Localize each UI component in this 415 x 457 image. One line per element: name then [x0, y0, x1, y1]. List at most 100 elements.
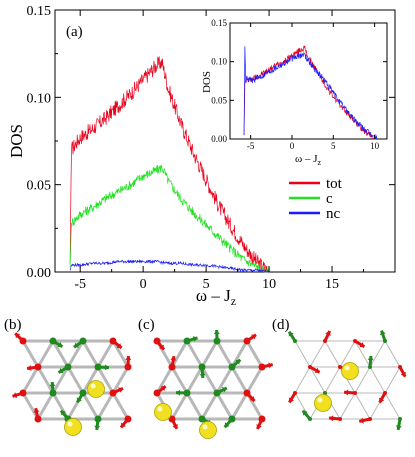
- x-axis-label: ω – Jz: [196, 286, 236, 308]
- spin-arrow-head: [57, 342, 63, 348]
- lattice-bond: [111, 340, 130, 368]
- inset-plot-frame: [229, 22, 388, 140]
- spin-arrow-head: [160, 386, 166, 392]
- legend-label-c: c: [326, 191, 333, 207]
- yellow-sphere: [154, 403, 172, 421]
- lattice-bond: [66, 366, 85, 394]
- lattice-bond: [354, 392, 371, 420]
- panel-label-a: (a): [66, 24, 83, 40]
- lattice-bond: [369, 366, 386, 394]
- lattice-bond: [230, 392, 249, 420]
- lattice-site: [168, 415, 176, 423]
- lattice-bond: [324, 340, 341, 368]
- lattice-bond: [309, 366, 326, 394]
- yellow-sphere: [314, 394, 332, 412]
- spin-arrow-head: [249, 396, 255, 402]
- lattice-site: [323, 339, 327, 343]
- inset-series-line-1: [243, 46, 378, 140]
- spin-arrow-head: [76, 397, 82, 403]
- spin-arrow-head: [176, 389, 181, 396]
- lattice-bond: [185, 392, 204, 420]
- lattice-bond: [96, 340, 115, 368]
- lattice-site: [353, 339, 357, 343]
- lattice-site: [368, 417, 372, 421]
- x-tick-label: 0: [140, 277, 147, 292]
- lattice-bond: [384, 340, 401, 368]
- lattice-site: [153, 337, 161, 345]
- lattice-bond: [81, 392, 100, 420]
- spin-arrow-head: [125, 356, 132, 361]
- lattice-bond: [230, 366, 249, 394]
- inset-x-tick-label: 10: [370, 141, 380, 151]
- series-line-c: [69, 164, 270, 273]
- lattice-site: [383, 339, 387, 343]
- spin-arrow-head: [302, 410, 308, 416]
- panel-label-b: (b): [4, 317, 22, 333]
- yellow-sphere: [341, 362, 359, 380]
- spin-arrow-head: [395, 425, 402, 430]
- inset-ticks-group: -5 0 5 10 0.00 0.05 0.10 0.15: [211, 18, 387, 151]
- lattice-bond: [354, 340, 371, 368]
- spin-arrow-head: [221, 387, 227, 393]
- legend-label-nc: nc: [326, 206, 341, 222]
- lattice-bond: [21, 366, 40, 394]
- spin-arrow-head: [116, 343, 122, 348]
- series-line-tot: [69, 56, 270, 274]
- inset-y-tick-label: 0.05: [211, 95, 227, 105]
- spin-arrow-head: [256, 424, 262, 430]
- y-tick-label: 0.15: [27, 4, 52, 19]
- spin-arrow-head: [400, 371, 406, 377]
- inset-x-tick-label: -5: [247, 141, 255, 151]
- lattice-site: [398, 365, 402, 369]
- lattice-site: [49, 337, 57, 345]
- lattice-bond: [170, 340, 189, 368]
- lattice-site: [79, 337, 87, 345]
- lattice-bond: [294, 340, 311, 368]
- spin-arrow-head: [213, 330, 220, 335]
- lattice-bond: [245, 340, 264, 368]
- structure-panel-c: (c): [138, 317, 274, 439]
- x-axis-label-sub: z: [231, 294, 236, 308]
- lattice-site: [228, 363, 236, 371]
- inset-x-tick-label: 5: [331, 141, 336, 151]
- inset-x-axis-label-main: ω – J: [295, 153, 318, 165]
- lattice-site: [198, 415, 206, 423]
- inset-x-axis-label-sub: z: [317, 158, 321, 167]
- lattice-bond: [185, 366, 204, 394]
- lattice-bond: [215, 366, 234, 394]
- spin-arrow-head: [359, 342, 365, 348]
- lattice-site: [109, 337, 117, 345]
- spin-arrow-head: [94, 425, 101, 430]
- x-axis-label-main: ω – J: [196, 286, 231, 305]
- panel-label-c: (c): [138, 317, 155, 333]
- lattice-site: [308, 365, 312, 369]
- lattice-site: [258, 363, 266, 371]
- yellow-sphere-highlight: [157, 406, 163, 412]
- inset-y-axis-label: DOS: [201, 71, 213, 93]
- lattice-site: [213, 389, 221, 397]
- lattice-bond: [96, 392, 115, 420]
- yellow-sphere-highlight: [344, 365, 350, 371]
- lattice-site: [243, 337, 251, 345]
- yellow-sphere: [87, 380, 105, 398]
- lattice-bond: [230, 340, 249, 368]
- lattice-bond: [170, 392, 189, 420]
- spin-arrow-head: [104, 364, 109, 371]
- lattice-site: [198, 363, 206, 371]
- lattice-bond: [21, 340, 40, 368]
- lattice-bond: [185, 340, 204, 368]
- spin-arrow-head: [251, 334, 257, 340]
- lattice-site: [293, 339, 297, 343]
- lattice-site: [79, 389, 87, 397]
- inset-y-tick-label: 0.10: [211, 57, 227, 67]
- lattice-bond: [170, 366, 189, 394]
- lattice-bond: [36, 366, 55, 394]
- inset-x-tick-label: 0: [290, 141, 295, 151]
- lattice-bond: [384, 366, 401, 394]
- lattice-bond: [215, 392, 234, 420]
- lattice-bond: [354, 366, 371, 394]
- lattice-site: [323, 391, 327, 395]
- legend-label-tot: tot: [326, 176, 343, 192]
- lattice-site: [153, 389, 161, 397]
